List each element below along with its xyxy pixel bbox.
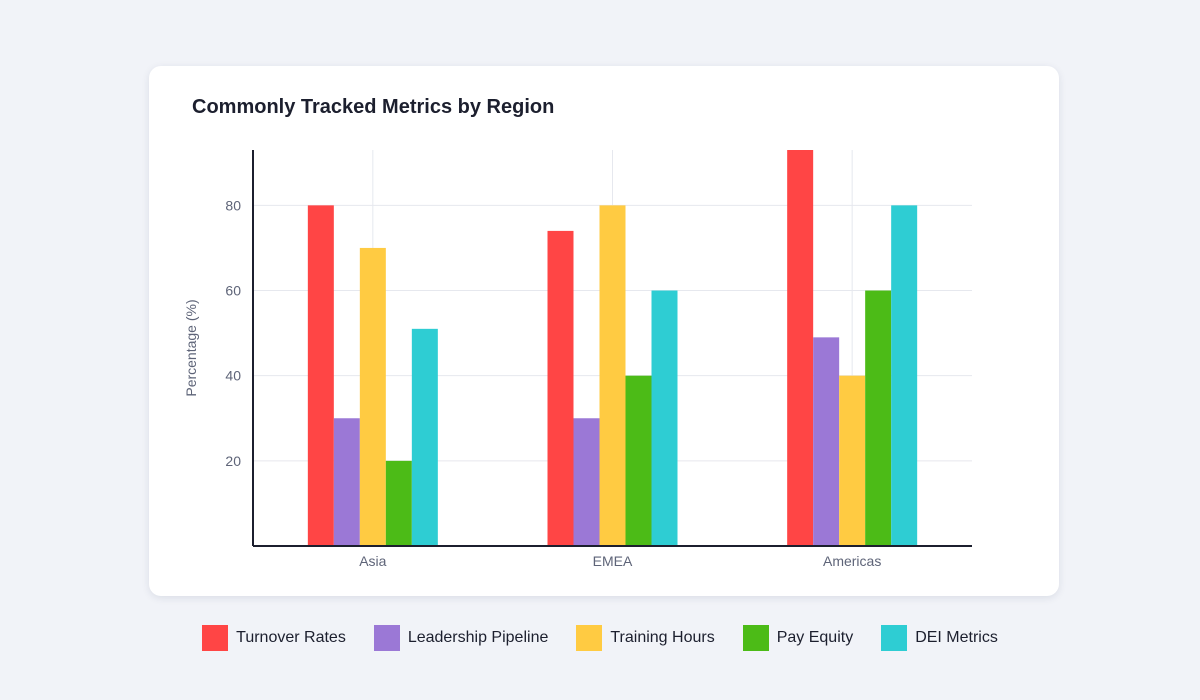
bar-training-hours-asia xyxy=(359,247,386,546)
x-tick-label: Americas xyxy=(823,553,881,569)
bar-leadership-pipeline-americas xyxy=(813,337,840,546)
legend-label: Leadership Pipeline xyxy=(407,629,549,646)
legend-swatch xyxy=(202,625,229,651)
bar-pay-equity-asia xyxy=(385,460,412,546)
legend-item-turnover-rates[interactable]: Turnover Rates xyxy=(202,625,346,651)
bar-turnover-rates-americas xyxy=(787,150,814,546)
bar-pay-equity-americas xyxy=(865,290,892,546)
bar-leadership-pipeline-emea xyxy=(573,418,600,546)
legend-label: Pay Equity xyxy=(776,629,854,646)
legend-label: Training Hours xyxy=(610,629,715,646)
y-tick-label: 20 xyxy=(225,453,241,469)
y-tick-label: 40 xyxy=(225,368,241,384)
chart-title: Commonly Tracked Metrics by Region xyxy=(192,96,555,118)
bar-pay-equity-emea xyxy=(625,375,652,546)
legend-swatch xyxy=(881,625,908,651)
bar-turnover-rates-asia xyxy=(307,205,334,546)
bar-chart: 20 40 60 80 Asia EMEA Americas Percentage (%) xyxy=(183,150,972,569)
legend-swatch xyxy=(742,625,769,651)
legend-swatch xyxy=(576,625,603,651)
legend-label: DEI Metrics xyxy=(915,629,998,646)
bar-dei-metrics-asia xyxy=(411,328,438,546)
bar-turnover-rates-emea xyxy=(547,230,574,546)
bar-leadership-pipeline-asia xyxy=(333,418,360,546)
bar-training-hours-emea xyxy=(599,205,626,546)
legend-item-pay-equity[interactable]: Pay Equity xyxy=(742,625,854,651)
legend-item-training-hours[interactable]: Training Hours xyxy=(576,625,715,651)
chart-card: Commonly Tracked Metrics by Region 20 40 6… xyxy=(149,66,1059,596)
bar-dei-metrics-emea xyxy=(651,290,678,546)
y-axis-title: Percentage (%) xyxy=(183,299,199,396)
legend-label: Turnover Rates xyxy=(236,629,346,646)
bar-training-hours-americas xyxy=(839,375,866,546)
x-tick-label: Asia xyxy=(359,553,386,569)
y-tick-label: 60 xyxy=(225,283,241,299)
legend-swatch xyxy=(373,625,400,651)
y-tick-label: 80 xyxy=(225,197,241,213)
legend-item-leadership-pipeline[interactable]: Leadership Pipeline xyxy=(373,625,549,651)
chart-legend: Turnover Rates Leadership Pipeline Trainin… xyxy=(0,625,1200,651)
legend-item-dei-metrics[interactable]: DEI Metrics xyxy=(881,625,998,651)
bar-dei-metrics-americas xyxy=(891,205,918,546)
x-tick-label: EMEA xyxy=(593,553,633,569)
